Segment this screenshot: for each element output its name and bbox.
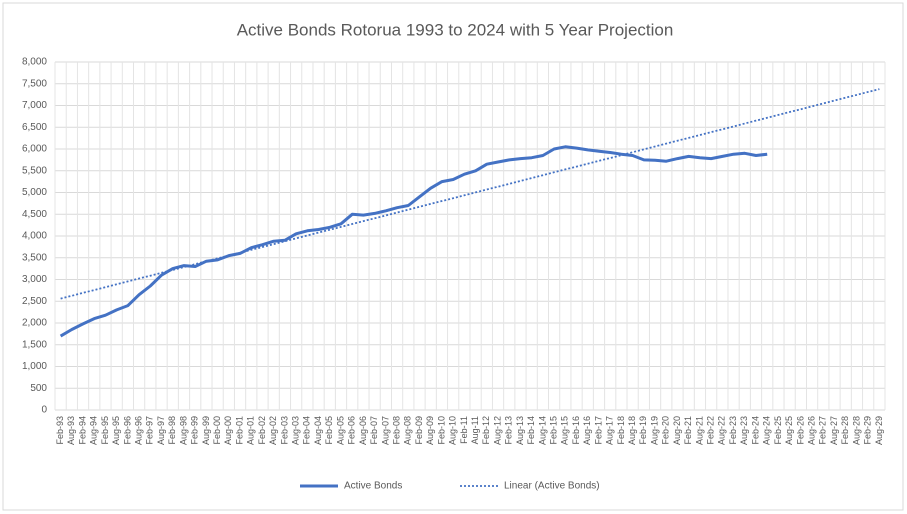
x-tick-label: Aug-15 [560,416,570,445]
x-tick-label: Aug-28 [851,416,861,445]
x-tick-label: Feb-96 [122,416,132,445]
x-tick-label: Aug-97 [156,416,166,445]
data-line [59,145,768,338]
x-tick-label: Aug-20 [672,416,682,445]
y-tick-label: 5,500 [22,165,47,176]
x-tick-label: Feb-00 [212,416,222,445]
x-tick-label: Feb-11 [459,416,469,444]
y-tick-label: 500 [30,383,47,394]
x-tick-label: Aug-23 [739,416,749,445]
y-tick-label: 7,000 [22,100,47,111]
x-tick-label: Feb-98 [167,416,177,445]
y-tick-label: 0 [41,405,47,416]
y-tick-label: 4,000 [22,231,47,242]
x-tick-label: Aug-01 [246,416,256,445]
y-tick-label: 7,500 [22,78,47,89]
x-tick-label: Feb-23 [728,416,738,445]
x-tick-label: Feb-22 [706,416,716,445]
legend-label: Linear (Active Bonds) [504,481,600,492]
x-tick-label: Aug-17 [605,416,615,445]
x-tick-label: Feb-20 [661,416,671,445]
x-tick-label: Feb-04 [302,416,312,445]
x-tick-label: Feb-19 [638,416,648,445]
x-tick-label: Feb-05 [324,416,334,445]
x-tick-label: Feb-12 [481,416,491,445]
x-tick-label: Aug-02 [268,416,278,445]
y-tick-label: 3,500 [22,252,47,263]
y-tick-label: 8,000 [22,57,47,68]
x-tick-label: Feb-97 [145,416,155,445]
x-tick-label: Aug-09 [425,416,435,445]
y-tick-label: 2,000 [22,318,47,329]
x-tick-label: Feb-29 [863,416,873,445]
x-tick-label: Feb-27 [818,416,828,445]
x-tick-label: Aug-06 [358,416,368,445]
y-tick-label: 2,500 [22,296,47,307]
x-tick-label: Feb-24 [750,416,760,445]
x-tick-label: Feb-08 [391,416,401,445]
x-tick-label: Aug-26 [806,416,816,445]
trend-line [60,88,880,300]
y-tick-label: 4,500 [22,209,47,220]
x-tick-label: Feb-21 [683,416,693,445]
y-tick-label: 3,000 [22,274,47,285]
x-tick-label: Aug-00 [223,416,233,445]
x-tick-label: Aug-11 [470,416,480,444]
x-tick-label: Feb-09 [414,416,424,445]
y-tick-label: 6,500 [22,122,47,133]
x-tick-label: Feb-02 [257,416,267,445]
x-tick-label: Feb-03 [279,416,289,445]
x-tick-label: Aug-08 [403,416,413,445]
x-tick-label: Aug-25 [784,416,794,445]
x-tick-label: Feb-93 [55,416,65,445]
legend-label: Active Bonds [344,481,402,492]
x-tick-label: Aug-13 [515,416,525,445]
x-tick-label: Aug-98 [178,416,188,445]
y-tick-label: 1,500 [22,339,47,350]
x-tick-label: Feb-10 [436,416,446,445]
x-tick-label: Feb-18 [616,416,626,445]
x-tick-label: Aug-05 [335,416,345,445]
x-tick-label: Aug-12 [492,416,502,445]
x-tick-label: Aug-95 [111,416,121,445]
x-tick-label: Feb-94 [77,416,87,445]
x-tick-label: Aug-03 [291,416,301,445]
x-tick-label: Feb-17 [593,416,603,445]
x-tick-label: Feb-13 [504,416,514,445]
x-tick-label: Feb-16 [571,416,581,445]
x-tick-label: Aug-99 [201,416,211,445]
x-tick-label: Feb-14 [526,416,536,445]
x-tick-label: Aug-04 [313,416,323,445]
x-tick-label: Feb-99 [190,416,200,445]
x-tick-label: Aug-96 [133,416,143,445]
x-tick-label: Aug-10 [448,416,458,445]
y-tick-label: 5,000 [22,187,47,198]
x-tick-label: Aug-29 [874,416,884,445]
x-tick-label: Aug-27 [829,416,839,445]
x-tick-label: Feb-28 [840,416,850,445]
x-tick-label: Aug-14 [537,416,547,445]
x-tick-label: Aug-07 [380,416,390,445]
x-tick-label: Feb-07 [369,416,379,445]
x-tick-label: Aug-94 [89,416,99,445]
y-tick-label: 1,000 [22,361,47,372]
x-tick-label: Aug-93 [66,416,76,445]
x-tick-label: Feb-06 [347,416,357,445]
x-tick-label: Aug-18 [627,416,637,445]
x-tick-label: Feb-15 [548,416,558,445]
x-tick-label: Aug-22 [717,416,727,445]
chart-title: Active Bonds Rotorua 1993 to 2024 with 5… [237,20,674,39]
x-tick-label: Aug-16 [582,416,592,445]
x-tick-label: Feb-26 [795,416,805,445]
x-tick-label: Aug-21 [694,416,704,445]
x-tick-label: Feb-01 [234,416,244,445]
x-tick-label: Aug-19 [649,416,659,445]
y-tick-label: 6,000 [22,144,47,155]
x-tick-label: Feb-25 [773,416,783,445]
x-tick-label: Feb-95 [100,416,110,445]
x-tick-label: Aug-24 [762,416,772,445]
